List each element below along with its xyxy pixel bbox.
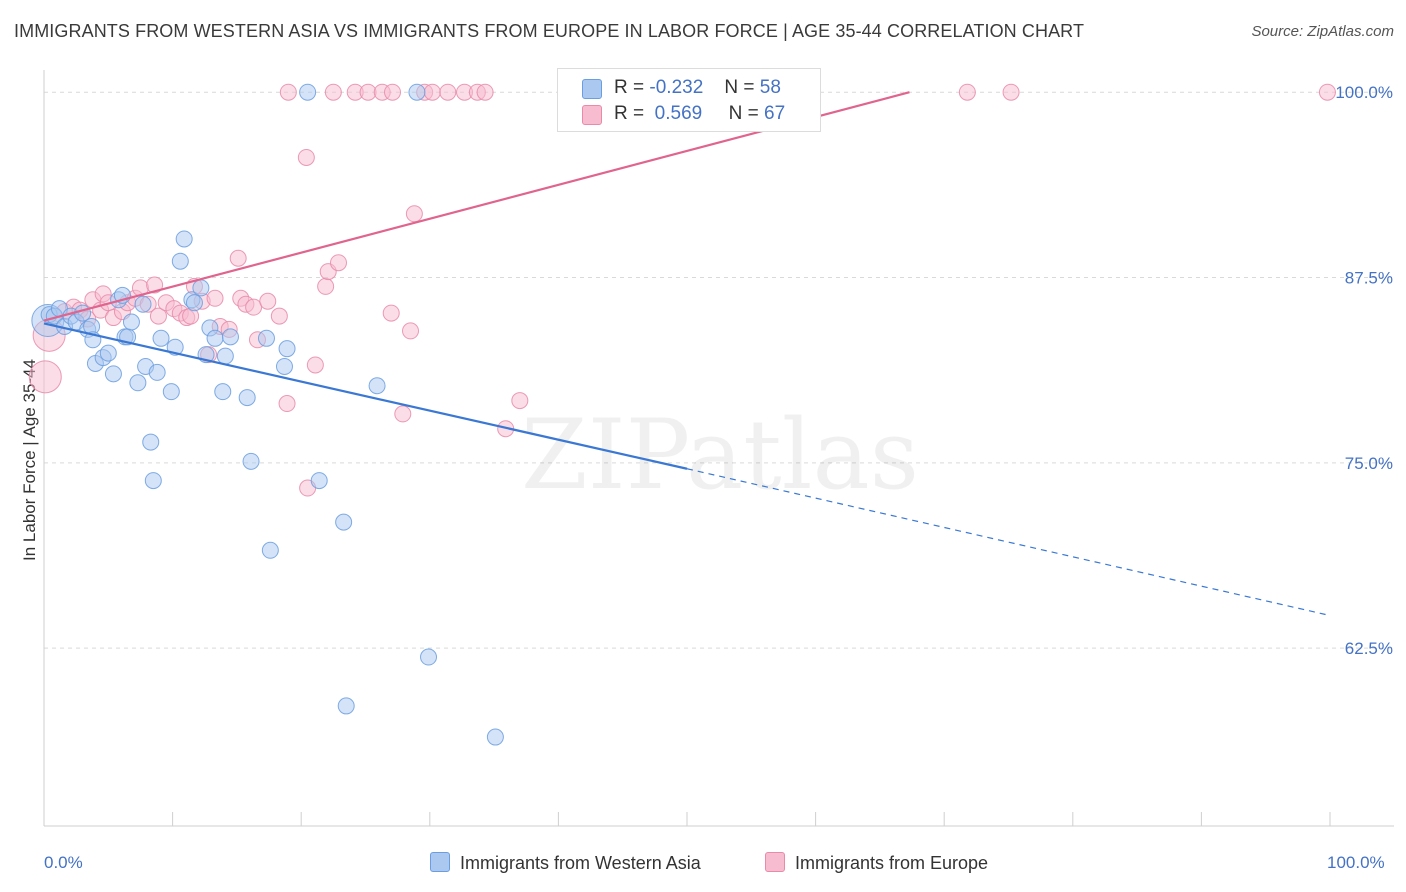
point-western-asia [152, 329, 170, 347]
r-value: -0.232 [649, 77, 704, 98]
point-western-asia [310, 472, 328, 490]
legend-swatch-blue [582, 79, 602, 99]
point-europe [279, 83, 297, 101]
point-western-asia [162, 383, 180, 401]
y-tick-label: 75.0% [1345, 454, 1393, 473]
legend-item-europe[interactable]: Immigrants from Europe [765, 852, 988, 874]
point-europe [245, 298, 263, 316]
point-western-asia [242, 452, 260, 470]
series-legend: Immigrants from Western Asia Immigrants … [0, 852, 1406, 878]
point-europe [149, 307, 167, 325]
y-tick-label: 100.0% [1335, 83, 1393, 102]
point-europe [405, 205, 423, 223]
point-western-asia [261, 541, 279, 559]
n-value: 58 [759, 77, 781, 98]
point-europe [306, 356, 324, 374]
point-europe [359, 83, 377, 101]
r-label: R = [614, 103, 645, 124]
point-western-asia [171, 252, 189, 270]
point-western-asia [278, 340, 296, 358]
point-western-asia [214, 383, 232, 401]
point-western-asia [216, 347, 234, 365]
legend-swatch-pink [582, 105, 602, 125]
point-europe [317, 277, 335, 295]
n-label: N = [728, 103, 759, 124]
r-label: R = [614, 77, 645, 98]
point-europe [382, 304, 400, 322]
point-western-asia [185, 294, 203, 312]
point-europe [28, 360, 62, 394]
point-europe [259, 292, 277, 310]
y-tick-label: 87.5% [1345, 269, 1393, 288]
point-western-asia [486, 728, 504, 746]
watermark: ZIPatlas [521, 399, 919, 511]
trend-line-western-asia-projection [686, 468, 1331, 617]
point-western-asia [368, 377, 386, 395]
point-western-asia [238, 389, 256, 407]
point-western-asia [175, 230, 193, 248]
point-western-asia [144, 472, 162, 490]
trend-lines [43, 91, 1331, 617]
point-europe [423, 83, 441, 101]
legend-label: Immigrants from Europe [795, 853, 989, 873]
point-europe [329, 254, 347, 272]
point-europe [1318, 83, 1336, 101]
legend-swatch-pink [765, 852, 785, 872]
point-western-asia [221, 328, 239, 346]
y-tick-label: 62.5% [1345, 639, 1393, 658]
point-europe [229, 249, 247, 267]
point-western-asia [257, 329, 275, 347]
point-europe [384, 83, 402, 101]
point-western-asia [148, 363, 166, 381]
point-western-asia [192, 279, 210, 297]
stats-legend: R = -0.232 N = 58 R = 0.569 N = 67 [557, 68, 821, 132]
x-tick-label-max: 100.0% [1327, 853, 1385, 872]
point-europe [511, 392, 529, 410]
point-europe [297, 148, 315, 166]
point-western-asia [134, 295, 152, 313]
point-western-asia [122, 313, 140, 331]
point-europe [324, 83, 342, 101]
point-western-asia [99, 344, 117, 362]
point-western-asia [420, 648, 438, 666]
point-europe [206, 289, 224, 307]
point-europe [402, 322, 420, 340]
point-western-asia [142, 433, 160, 451]
point-europe [958, 83, 976, 101]
point-western-asia [206, 329, 224, 347]
n-value: 67 [764, 103, 786, 124]
point-europe [270, 307, 288, 325]
legend-swatch-blue [430, 852, 450, 872]
point-western-asia [335, 513, 353, 531]
source-credit: Source: ZipAtlas.com [1251, 23, 1394, 40]
point-western-asia [275, 357, 293, 375]
point-europe [394, 405, 412, 423]
legend-label: Immigrants from Western Asia [460, 853, 701, 873]
point-europe [278, 395, 296, 413]
point-western-asia [129, 374, 147, 392]
point-europe [439, 83, 457, 101]
point-europe [476, 83, 494, 101]
n-label: N = [724, 77, 755, 98]
point-europe [1002, 83, 1020, 101]
legend-item-western-asia[interactable]: Immigrants from Western Asia [430, 852, 701, 874]
point-western-asia [408, 83, 426, 101]
x-tick-label-min: 0.0% [44, 853, 83, 872]
axes [43, 70, 1394, 827]
point-western-asia [104, 365, 122, 383]
point-western-asia [337, 697, 355, 715]
trend-line-western-asia [43, 322, 688, 470]
chart-title: IMMIGRANTS FROM WESTERN ASIA VS IMMIGRAN… [14, 21, 1085, 41]
point-europe [146, 276, 164, 294]
point-western-asia [299, 83, 317, 101]
y-tick-labels: 62.5% 75.0% 87.5% 100.0% [1335, 83, 1393, 658]
r-value: 0.569 [654, 103, 703, 124]
